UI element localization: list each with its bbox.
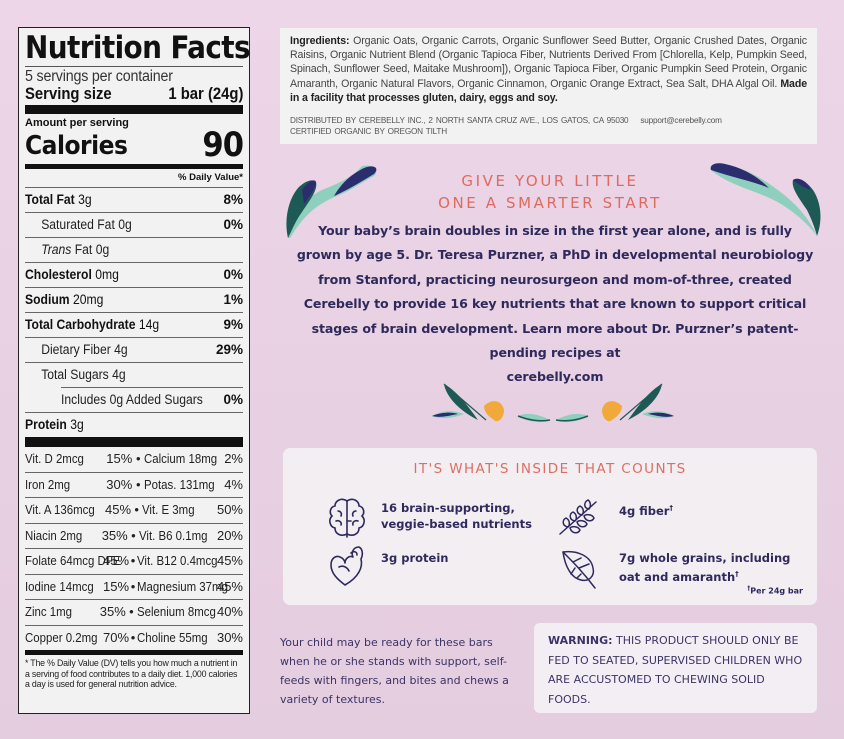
headline: GIVE YOUR LITTLE ONE A SMARTER START [400, 170, 700, 214]
floral-sprig-icon [432, 383, 674, 423]
vitamin-row: Vit. A 136mcg 45% • Vit. E 3mg 50% [25, 497, 243, 523]
nutrient-row-saturated-fat: Saturated Fat 0g 0% [25, 212, 243, 237]
warning-text: THIS PRODUCT SHOULD ONLY BE FED TO SEATE… [548, 634, 803, 706]
leaf-decoration-left-icon [286, 165, 377, 238]
distributor-info: DISTRIBUTED BY CEREBELLY INC., 2 NORTH S… [290, 116, 722, 137]
nutrition-facts-panel: Nutrition Facts 5 servings per container… [18, 27, 251, 714]
ingredients-panel: Ingredients: Organic Oats, Organic Carro… [280, 28, 817, 144]
serving-size: Serving size 1 bar (24g) [25, 85, 243, 105]
amount-per-serving: Amount per serving [25, 117, 129, 129]
readiness-text: Your child may be ready for these bars w… [280, 636, 509, 706]
nutrient-row-sodium: Sodium 20mg 1% [25, 287, 243, 312]
feature-whole-grains: 7g whole grains, including oat and amara… [619, 551, 791, 584]
nutrient-row-cholesterol: Cholesterol 0mg 0% [25, 262, 243, 287]
serving-size-value: 1 bar (24g) [167, 85, 243, 103]
nutrient-row-added-sugars: Includes 0g Added Sugars 0% [61, 387, 243, 412]
ingredients-text: Ingredients: Organic Oats, Organic Carro… [290, 35, 807, 104]
nutrient-row-total-sugars: Total Sugars 4g [25, 362, 243, 387]
headline-line-1: GIVE YOUR LITTLE [461, 172, 639, 190]
muscle-heart-icon [330, 546, 364, 586]
nutrition-title: Nutrition Facts [25, 30, 251, 66]
per-bar-footnote: †Per 24g bar [747, 585, 803, 596]
leaf-icon [562, 550, 596, 589]
feature-brain-nutrients: 16 brain-supporting, veggie-based nutrie… [381, 501, 532, 531]
organic-certification: CERTIFIED ORGANIC BY OREGON TILTH [290, 127, 447, 137]
vitamin-row: Vit. D 2mcg 15% • Calcium 18mg 2% [25, 451, 243, 466]
brain-icon [329, 498, 365, 538]
nutrient-row-total-carbohydrate: Total Carbohydrate 14g 9% [25, 312, 243, 337]
calories-value: 90 [202, 125, 244, 165]
vitamin-row: Copper 0.2mg 70% • Choline 55mg 30% [25, 624, 243, 651]
nutrient-row-protein: Protein 3g [25, 412, 243, 437]
whats-inside-panel: IT'S WHAT'S INSIDE THAT COUNTS 16 brain-… [283, 448, 817, 605]
vitamin-row: Zinc 1mg 35% • Selenium 8mcg 40% [25, 599, 243, 625]
calories-label: Calories [25, 131, 128, 161]
nutrient-row-total-fat: Total Fat 3g 8% [25, 187, 243, 212]
vitamin-row: Niacin 2mg 35% • Vit. B6 0.1mg 20% [25, 522, 243, 549]
headline-line-2: ONE A SMARTER START [438, 194, 662, 212]
calories-row: Calories 90 [25, 125, 244, 165]
daily-value-footnote: * The % Daily Value (DV) tells you how m… [25, 658, 238, 689]
website-link[interactable]: cerebelly.com [506, 369, 604, 385]
nutrient-row-trans-fat: Trans Fat 0g [25, 237, 243, 262]
serving-size-label: Serving size [25, 85, 112, 103]
warning-label: WARNING: [548, 634, 613, 647]
feature-protein: 3g protein [381, 551, 449, 565]
daily-value-header: % Daily Value* [178, 172, 243, 183]
servings-per-container: 5 servings per container [25, 68, 173, 85]
leaf-decoration-right-icon [710, 163, 821, 236]
vitamin-row: Iron 2mg 30% • Potas. 131mg 4% [25, 471, 243, 498]
vitamins-minerals-table: Vit. D 2mcg 15% • Calcium 18mg 2% Iron 2mg 30… [25, 447, 243, 650]
whats-inside-title: IT'S WHAT'S INSIDE THAT COUNTS [413, 461, 687, 477]
wheat-icon [559, 499, 597, 535]
brain-development-paragraph: Your baby’s brain doubles in size in the… [290, 219, 820, 390]
vitamin-row: Folate 64mcg DFE 45% • Vit. B12 0.4mcg 45% [25, 548, 243, 574]
support-email: support@cerebelly.com [640, 116, 722, 126]
vitamin-row: Iodine 14mcg 15% • Magnesium 37mg 45% [25, 573, 243, 600]
nutrient-row-dietary-fiber: Dietary Fiber 4g 29% [25, 337, 243, 362]
warning-box: WARNING: THIS PRODUCT SHOULD ONLY BE FED… [534, 623, 817, 713]
feature-fiber: 4g fiber† [619, 503, 673, 518]
